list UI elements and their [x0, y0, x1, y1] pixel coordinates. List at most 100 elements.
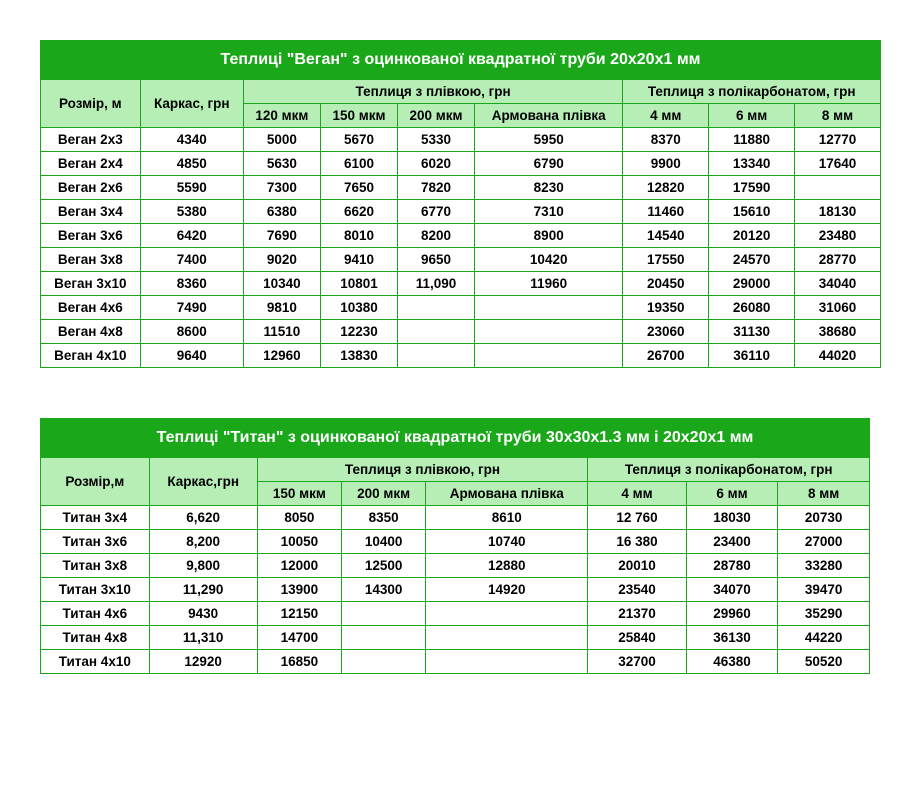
table-vegan: Теплиці "Веган" з оцинкованої квадратної… — [40, 40, 881, 368]
cell-value: 16850 — [257, 650, 341, 674]
cell-value: 23540 — [588, 578, 686, 602]
col-size: Розмір, м — [41, 80, 141, 128]
cell-name: Веган 2х3 — [41, 128, 141, 152]
cell-value: 10740 — [426, 530, 588, 554]
cell-value: 10400 — [341, 530, 425, 554]
cell-value: 6100 — [320, 152, 397, 176]
cell-frame: 4850 — [140, 152, 243, 176]
cell-value: 11,090 — [398, 272, 475, 296]
cell-value: 6020 — [398, 152, 475, 176]
cell-value: 7310 — [475, 200, 623, 224]
sub-150: 150 мкм — [320, 104, 397, 128]
cell-value — [398, 320, 475, 344]
cell-frame: 11,290 — [149, 578, 257, 602]
col-frame: Каркас,грн — [149, 458, 257, 506]
table-row: Титан 4х6943012150213702996035290 — [41, 602, 870, 626]
cell-frame: 7400 — [140, 248, 243, 272]
cell-name: Титан 3х4 — [41, 506, 150, 530]
col-poly-group: Теплиця з полікарбонатом, грн — [588, 458, 870, 482]
cell-name: Веган 3х10 — [41, 272, 141, 296]
cell-value: 34070 — [686, 578, 778, 602]
cell-value — [475, 296, 623, 320]
cell-value: 5630 — [243, 152, 320, 176]
col-poly-group: Теплиця з полікарбонатом, грн — [623, 80, 881, 104]
cell-value: 11460 — [623, 200, 709, 224]
cell-value: 44220 — [778, 626, 870, 650]
table-row: Титан 3х46,62080508350861012 76018030207… — [41, 506, 870, 530]
cell-value: 5000 — [243, 128, 320, 152]
cell-name: Веган 4х8 — [41, 320, 141, 344]
cell-value: 19350 — [623, 296, 709, 320]
cell-value: 8050 — [257, 506, 341, 530]
sub-8mm: 8 мм — [778, 482, 870, 506]
sub-200: 200 мкм — [398, 104, 475, 128]
cell-value: 7690 — [243, 224, 320, 248]
cell-value: 10801 — [320, 272, 397, 296]
cell-value — [398, 344, 475, 368]
cell-value: 12820 — [623, 176, 709, 200]
cell-value: 5670 — [320, 128, 397, 152]
table-row: Титан 3х1011,290139001430014920235403407… — [41, 578, 870, 602]
table-row: Веган 4х886001151012230230603113038680 — [41, 320, 881, 344]
cell-value: 12150 — [257, 602, 341, 626]
cell-value: 36130 — [686, 626, 778, 650]
cell-name: Титан 4х10 — [41, 650, 150, 674]
cell-value: 12770 — [795, 128, 881, 152]
col-frame: Каркас, грн — [140, 80, 243, 128]
cell-value: 11510 — [243, 320, 320, 344]
cell-value: 20450 — [623, 272, 709, 296]
cell-value: 6790 — [475, 152, 623, 176]
col-size: Розмір,м — [41, 458, 150, 506]
cell-name: Титан 4х8 — [41, 626, 150, 650]
cell-value: 31130 — [709, 320, 795, 344]
cell-value: 6380 — [243, 200, 320, 224]
cell-value: 20120 — [709, 224, 795, 248]
table-row: Титан 3х89,80012000125001288020010287803… — [41, 554, 870, 578]
cell-value: 13340 — [709, 152, 795, 176]
cell-value — [341, 650, 425, 674]
cell-value: 10380 — [320, 296, 397, 320]
cell-value: 12 760 — [588, 506, 686, 530]
cell-name: Веган 2х4 — [41, 152, 141, 176]
cell-value: 10420 — [475, 248, 623, 272]
cell-value: 26700 — [623, 344, 709, 368]
cell-value: 6770 — [398, 200, 475, 224]
sub-200: 200 мкм — [341, 482, 425, 506]
cell-value: 9020 — [243, 248, 320, 272]
cell-value: 27000 — [778, 530, 870, 554]
cell-value: 11880 — [709, 128, 795, 152]
cell-value — [426, 602, 588, 626]
cell-value: 9900 — [623, 152, 709, 176]
cell-value: 26080 — [709, 296, 795, 320]
cell-name: Титан 3х6 — [41, 530, 150, 554]
cell-value: 13900 — [257, 578, 341, 602]
cell-name: Веган 3х8 — [41, 248, 141, 272]
sub-6mm: 6 мм — [709, 104, 795, 128]
table-title: Теплиці "Веган" з оцинкованої квадратної… — [41, 41, 881, 80]
sub-8mm: 8 мм — [795, 104, 881, 128]
cell-value: 23060 — [623, 320, 709, 344]
cell-name: Титан 3х8 — [41, 554, 150, 578]
cell-value: 8370 — [623, 128, 709, 152]
cell-frame: 7490 — [140, 296, 243, 320]
cell-value — [341, 602, 425, 626]
table-row: Титан 4х101292016850327004638050520 — [41, 650, 870, 674]
cell-frame: 8,200 — [149, 530, 257, 554]
cell-frame: 12920 — [149, 650, 257, 674]
cell-value: 13830 — [320, 344, 397, 368]
cell-value: 21370 — [588, 602, 686, 626]
cell-value — [795, 176, 881, 200]
cell-value: 29960 — [686, 602, 778, 626]
cell-frame: 5380 — [140, 200, 243, 224]
table-row: Веган 3х45380638066206770731011460156101… — [41, 200, 881, 224]
cell-frame: 9640 — [140, 344, 243, 368]
table-title: Теплиці "Титан" з оцинкованої квадратної… — [41, 419, 870, 458]
cell-value: 10050 — [257, 530, 341, 554]
cell-frame: 4340 — [140, 128, 243, 152]
cell-value: 39470 — [778, 578, 870, 602]
cell-value: 8010 — [320, 224, 397, 248]
cell-value: 9410 — [320, 248, 397, 272]
cell-value — [475, 344, 623, 368]
cell-value: 28770 — [795, 248, 881, 272]
cell-value — [475, 320, 623, 344]
